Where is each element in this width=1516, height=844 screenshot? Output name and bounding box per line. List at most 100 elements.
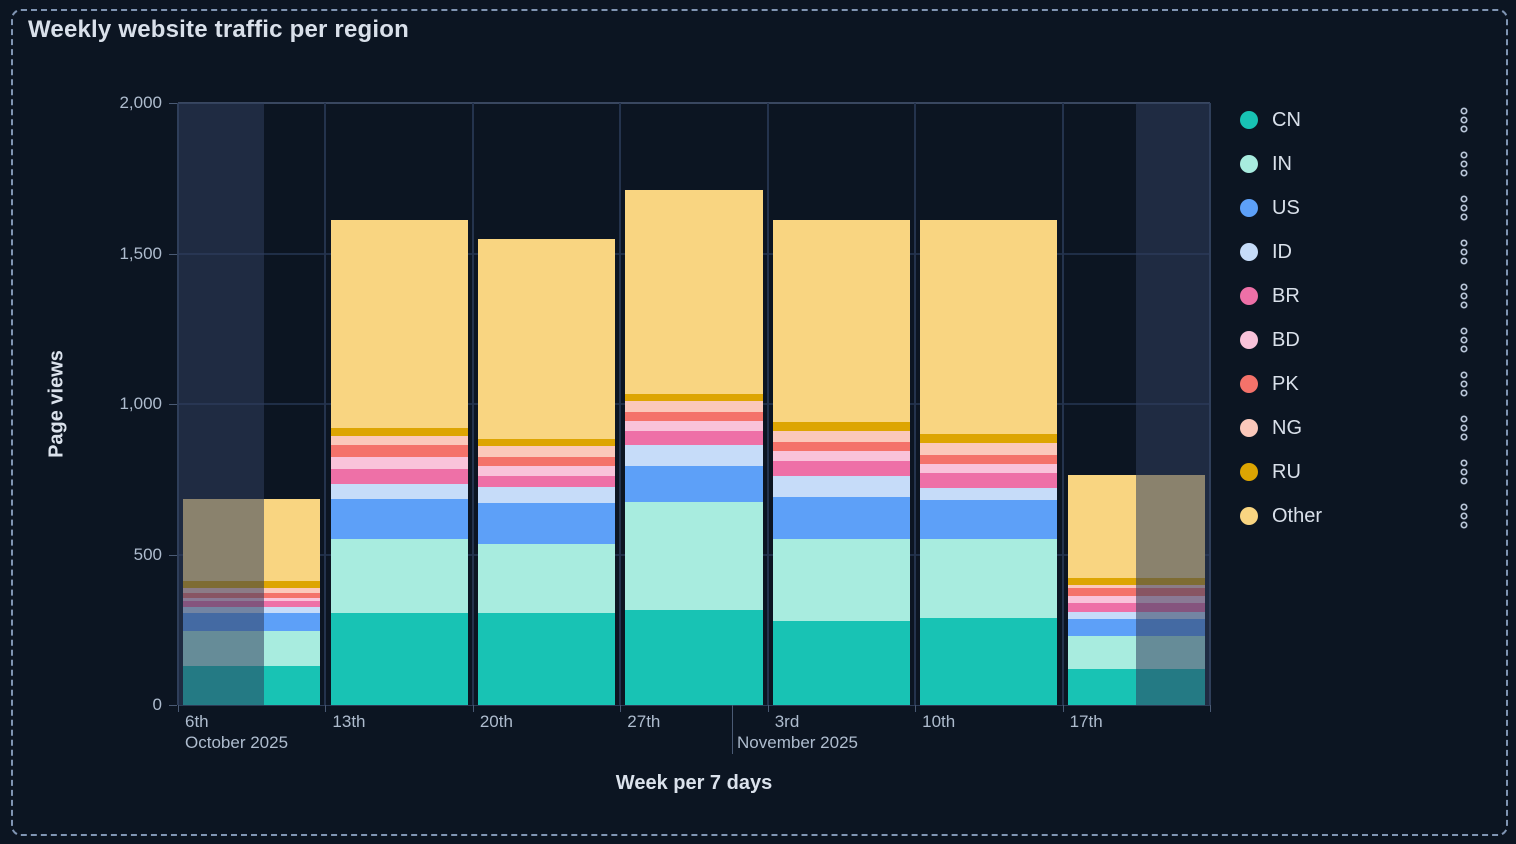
bar-segment-br[interactable] <box>772 461 910 477</box>
month-label: October 2025 <box>185 733 289 752</box>
legend-item-pk[interactable]: PK <box>1240 362 1472 406</box>
y-tick-label: 0 <box>152 695 162 714</box>
bar-segment-ru[interactable] <box>625 393 763 402</box>
x-tick-mark <box>620 705 622 712</box>
legend-item-ng[interactable]: NG <box>1240 406 1472 450</box>
vertical-dots-icon[interactable] <box>1456 235 1472 269</box>
legend-item-in[interactable]: IN <box>1240 142 1472 186</box>
legend-item-ru[interactable]: RU <box>1240 450 1472 494</box>
legend-item-id[interactable]: ID <box>1240 230 1472 274</box>
bar-segment-bd[interactable] <box>478 465 616 477</box>
bar-segment-us[interactable] <box>625 465 763 502</box>
bar-segment-bd[interactable] <box>772 450 910 462</box>
vertical-dots-icon[interactable] <box>1456 455 1472 489</box>
y-tick-label: 500 <box>133 544 162 564</box>
x-tick-label: 13th <box>332 712 366 731</box>
bar-segment-br[interactable] <box>1067 602 1205 612</box>
bar-segment-cn[interactable] <box>478 613 616 705</box>
bar-segment-pk[interactable] <box>478 456 616 466</box>
bar-segment-pk[interactable] <box>1067 588 1205 597</box>
bar-segment-other[interactable] <box>772 220 910 423</box>
bar-segment-id[interactable] <box>478 486 616 504</box>
bar-segment-bd[interactable] <box>330 456 468 469</box>
bar-segment-pk[interactable] <box>772 441 910 451</box>
bar-segment-ng[interactable] <box>1067 584 1205 589</box>
gridline-x <box>324 103 327 705</box>
vertical-dots-icon[interactable] <box>1456 103 1472 137</box>
bar-segment-id[interactable] <box>920 488 1058 501</box>
vertical-dots-icon[interactable] <box>1456 411 1472 445</box>
x-tick-label: 3rd <box>774 712 800 731</box>
bar-segment-cn[interactable] <box>920 617 1058 705</box>
vertical-dots-icon[interactable] <box>1456 279 1472 313</box>
bar-segment-br[interactable] <box>330 468 468 484</box>
bar-segment-ng[interactable] <box>478 446 616 457</box>
bar-segment-id[interactable] <box>330 483 468 499</box>
y-tick-mark <box>169 705 177 706</box>
y-tick-mark <box>169 404 177 405</box>
bar-segment-in[interactable] <box>772 539 910 621</box>
bar-segment-cn[interactable] <box>625 610 763 705</box>
gridline-x <box>766 103 769 705</box>
bar-segment-id[interactable] <box>1067 611 1205 620</box>
y-axis-labels: 0 500 1,000 1,500 2,000 <box>0 93 162 714</box>
bar-segment-ru[interactable] <box>772 422 910 432</box>
bar-segment-bd[interactable] <box>625 420 763 432</box>
vertical-dots-icon[interactable] <box>1456 323 1472 357</box>
bar-segment-ng[interactable] <box>625 401 763 412</box>
x-axis-line <box>178 705 1210 706</box>
bar-segment-id[interactable] <box>625 444 763 466</box>
bar-segment-ru[interactable] <box>1067 578 1205 585</box>
vertical-dots-icon[interactable] <box>1456 147 1472 181</box>
x-axis-title: Week per 7 days <box>615 772 773 794</box>
month-label: November 2025 <box>737 733 858 752</box>
bar-segment-ng[interactable] <box>920 443 1058 456</box>
bar-segment-us[interactable] <box>478 503 616 544</box>
bar-segment-in[interactable] <box>625 501 763 611</box>
bar-segment-us[interactable] <box>772 497 910 540</box>
bar-segment-bd[interactable] <box>920 464 1058 474</box>
bar-segment-bd[interactable] <box>1067 596 1205 603</box>
legend-item-cn[interactable]: CN <box>1240 98 1472 142</box>
bar-segment-pk[interactable] <box>920 455 1058 465</box>
bar-segment-ng[interactable] <box>772 431 910 442</box>
legend-item-other[interactable]: Other <box>1240 494 1472 538</box>
bar-segment-us[interactable] <box>330 498 468 540</box>
bar-segment-other[interactable] <box>478 238 616 439</box>
bar-segment-in[interactable] <box>478 543 616 614</box>
bar-segment-br[interactable] <box>478 476 616 487</box>
bar-segment-other[interactable] <box>625 190 763 394</box>
legend-item-bd[interactable]: BD <box>1240 318 1472 362</box>
bar-segment-ru[interactable] <box>478 438 616 447</box>
legend-swatch-icon <box>1240 331 1258 349</box>
bar-segment-ru[interactable] <box>330 428 468 436</box>
bar-segment-pk[interactable] <box>330 444 468 457</box>
legend-item-br[interactable]: BR <box>1240 274 1472 318</box>
bar-segment-pk[interactable] <box>625 411 763 421</box>
bar-week-13th <box>330 220 468 705</box>
vertical-dots-icon[interactable] <box>1456 499 1472 533</box>
legend: CN IN US ID BR BD PK NG RU Other <box>1240 98 1472 538</box>
bar-segment-cn[interactable] <box>772 620 910 705</box>
legend-item-us[interactable]: US <box>1240 186 1472 230</box>
legend-swatch-icon <box>1240 243 1258 261</box>
bar-segment-ng[interactable] <box>330 435 468 445</box>
x-tick-mark <box>178 705 179 712</box>
bar-segment-us[interactable] <box>920 500 1058 540</box>
vertical-dots-icon[interactable] <box>1456 367 1472 401</box>
bar-segment-ru[interactable] <box>920 434 1058 444</box>
y-tick-label: 1,000 <box>119 394 162 413</box>
bar-segment-br[interactable] <box>920 473 1058 489</box>
bar-segment-in[interactable] <box>330 539 468 614</box>
bar-segment-br[interactable] <box>625 431 763 445</box>
legend-swatch-icon <box>1240 287 1258 305</box>
bar-segment-other[interactable] <box>330 220 468 429</box>
x-tick-mark <box>325 705 327 712</box>
bar-segment-other[interactable] <box>920 220 1058 435</box>
panel-title: Weekly website traffic per region <box>28 16 409 43</box>
gridline-x <box>471 103 474 705</box>
bar-segment-in[interactable] <box>920 539 1058 618</box>
vertical-dots-icon[interactable] <box>1456 191 1472 225</box>
bar-segment-cn[interactable] <box>330 613 468 705</box>
bar-segment-id[interactable] <box>772 476 910 498</box>
